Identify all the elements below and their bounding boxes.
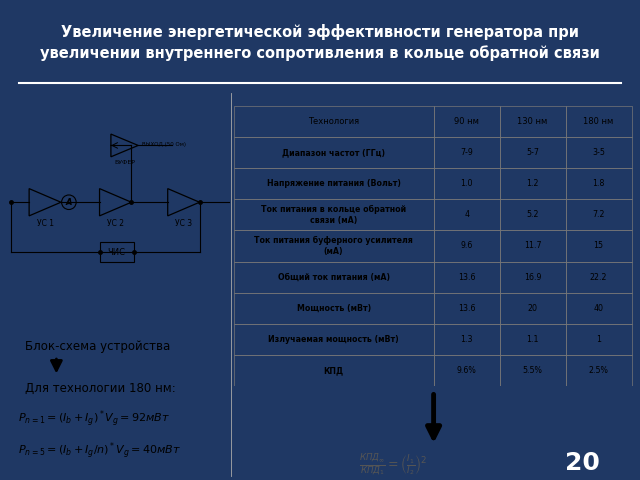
Bar (100, 242, 134, 263)
Text: 40: 40 (594, 304, 604, 313)
Text: 15: 15 (594, 241, 604, 251)
Text: ЧИС: ЧИС (108, 248, 125, 257)
Text: 1.3: 1.3 (460, 335, 473, 344)
Bar (500, 355, 566, 386)
Text: 20: 20 (527, 304, 538, 313)
Bar (434, 355, 500, 386)
Text: Общий ток питания (мА): Общий ток питания (мА) (278, 273, 390, 282)
Bar (500, 230, 566, 262)
Bar (434, 262, 500, 293)
Bar (234, 355, 434, 386)
Bar (566, 293, 632, 324)
Text: 11.7: 11.7 (524, 241, 541, 251)
Text: $\frac{\itКПД_{\infty}}{\itКПД_{1}} = \left(\frac{I_1}{I_2}\right)^2$: $\frac{\itКПД_{\infty}}{\itКПД_{1}} = \l… (359, 452, 428, 477)
Bar (500, 106, 566, 137)
Text: 4: 4 (464, 210, 469, 219)
Bar (234, 137, 434, 168)
Bar (500, 262, 566, 293)
Text: УС 2: УС 2 (107, 219, 124, 228)
Text: 9.6: 9.6 (460, 241, 473, 251)
Bar (434, 106, 500, 137)
Text: Увеличение энергетической эффективности генератора при
увеличении внутреннего со: Увеличение энергетической эффективности … (40, 24, 600, 61)
Text: Блок-схема устройства: Блок-схема устройства (24, 340, 170, 353)
Text: Излучаемая мощность (мВт): Излучаемая мощность (мВт) (268, 335, 399, 344)
Text: A: A (66, 198, 72, 207)
Text: 90 нм: 90 нм (454, 117, 479, 126)
Text: $P_{n=5}=(I_b+I_g/n)^*V_g=40мВт$: $P_{n=5}=(I_b+I_g/n)^*V_g=40мВт$ (18, 440, 181, 461)
Text: $P_{n=1}=(I_b+I_g)^*V_g=92мВт$: $P_{n=1}=(I_b+I_g)^*V_g=92мВт$ (18, 408, 170, 429)
Text: 1.0: 1.0 (460, 179, 473, 188)
Text: Мощность (мВт): Мощность (мВт) (296, 304, 371, 313)
Text: УС 1: УС 1 (36, 219, 54, 228)
Text: Для технологии 180 нм:: Для технологии 180 нм: (24, 382, 175, 395)
Text: 1.2: 1.2 (526, 179, 539, 188)
Text: 7.2: 7.2 (593, 210, 605, 219)
Bar (234, 199, 434, 230)
Text: ВЫХОД (50 Ом): ВЫХОД (50 Ом) (141, 142, 186, 147)
Text: 13.6: 13.6 (458, 304, 476, 313)
Text: 1.8: 1.8 (593, 179, 605, 188)
Text: КПД: КПД (324, 366, 344, 375)
Text: 130 нм: 130 нм (518, 117, 548, 126)
Bar (434, 230, 500, 262)
Text: Ток питания буферного усилителя
(мА): Ток питания буферного усилителя (мА) (254, 236, 413, 256)
Bar (566, 106, 632, 137)
Text: 13.6: 13.6 (458, 273, 476, 282)
Bar (500, 137, 566, 168)
Bar (566, 230, 632, 262)
Bar (566, 137, 632, 168)
Text: 5-7: 5-7 (526, 148, 539, 157)
Bar (434, 137, 500, 168)
Bar (234, 293, 434, 324)
Bar (234, 262, 434, 293)
Text: 1: 1 (596, 335, 601, 344)
Bar (566, 355, 632, 386)
Text: 16.9: 16.9 (524, 273, 541, 282)
Bar (566, 262, 632, 293)
Text: 5.5%: 5.5% (523, 366, 543, 375)
Bar (566, 324, 632, 355)
Text: 1.1: 1.1 (526, 335, 539, 344)
Bar (234, 230, 434, 262)
Bar (234, 324, 434, 355)
Bar (434, 199, 500, 230)
Bar (434, 168, 500, 199)
Text: Технология: Технология (308, 117, 359, 126)
Text: Диапазон частот (ГГц): Диапазон частот (ГГц) (282, 148, 385, 157)
Bar (500, 199, 566, 230)
Text: УС 3: УС 3 (175, 219, 192, 228)
Text: 22.2: 22.2 (590, 273, 607, 282)
Text: 9.6%: 9.6% (457, 366, 476, 375)
Text: 3-5: 3-5 (592, 148, 605, 157)
Bar (566, 168, 632, 199)
Bar (434, 324, 500, 355)
Bar (234, 106, 434, 137)
Text: 2.5%: 2.5% (589, 366, 609, 375)
Text: 20: 20 (565, 451, 600, 475)
Bar (500, 168, 566, 199)
Text: Напряжение питания (Вольт): Напряжение питания (Вольт) (267, 179, 401, 188)
Bar (500, 293, 566, 324)
Text: 7-9: 7-9 (460, 148, 473, 157)
Text: БУФЕР: БУФЕР (114, 160, 135, 165)
Bar (434, 293, 500, 324)
Text: 180 нм: 180 нм (584, 117, 614, 126)
Text: Ток питания в кольце обратной
связи (мА): Ток питания в кольце обратной связи (мА) (261, 205, 406, 225)
Text: 5.2: 5.2 (526, 210, 539, 219)
Bar (500, 324, 566, 355)
Bar (234, 168, 434, 199)
Bar (566, 199, 632, 230)
